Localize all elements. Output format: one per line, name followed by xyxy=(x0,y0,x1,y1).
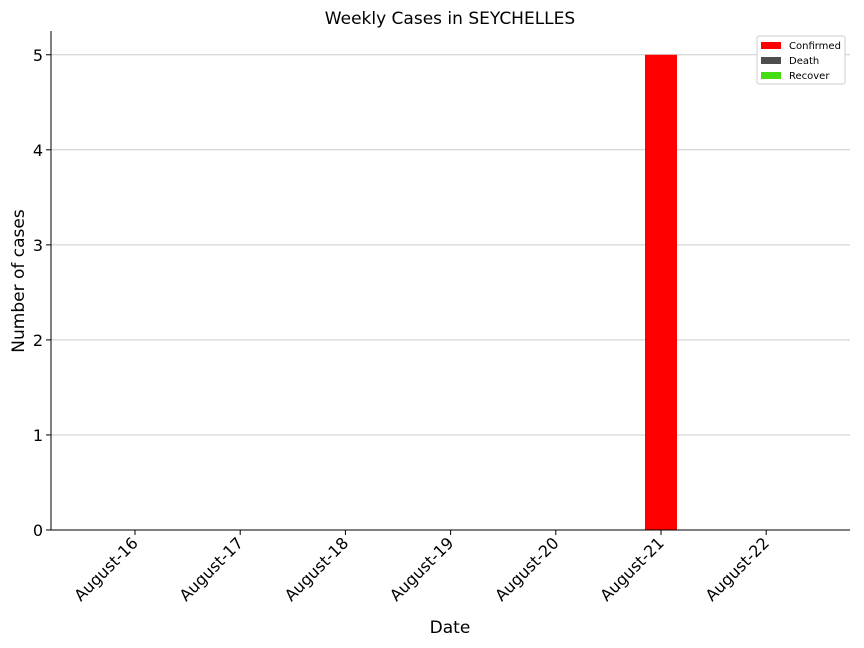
y-axis-label: Number of cases xyxy=(9,209,29,353)
bar-confirmed xyxy=(645,54,677,531)
legend-label: Death xyxy=(789,56,819,67)
x-tick-label: August-22 xyxy=(702,533,774,605)
legend-swatch xyxy=(761,57,781,64)
x-tick-label: August-20 xyxy=(491,533,563,605)
bars xyxy=(645,54,677,531)
legend-label: Confirmed xyxy=(789,41,841,52)
y-tick-label: 4 xyxy=(33,141,43,160)
y-tick-label: 0 xyxy=(33,521,43,540)
legend-swatch xyxy=(761,72,781,79)
x-axis-label: Date xyxy=(430,618,471,638)
y-ticks: 0 1 2 3 4 5 xyxy=(33,46,51,540)
x-tick-label: August-21 xyxy=(596,533,668,605)
legend: Confirmed Death Recover xyxy=(756,35,846,85)
x-tick-label: August-16 xyxy=(70,533,142,605)
legend-label: Recover xyxy=(789,71,830,82)
y-tick-label: 2 xyxy=(33,331,43,350)
x-tick-label: August-19 xyxy=(386,533,458,605)
gridlines xyxy=(51,54,850,436)
y-tick-label: 1 xyxy=(33,426,43,445)
legend-swatch xyxy=(761,42,781,49)
x-ticks: August-16 August-17 August-18 August-19 Augu… xyxy=(70,530,773,605)
axes xyxy=(50,31,850,531)
y-tick-label: 3 xyxy=(33,236,43,255)
chart-title: Weekly Cases in SEYCHELLES xyxy=(325,9,575,29)
y-tick-label: 5 xyxy=(33,46,43,65)
x-tick-label: August-17 xyxy=(176,533,248,605)
x-tick-label: August-18 xyxy=(281,533,353,605)
